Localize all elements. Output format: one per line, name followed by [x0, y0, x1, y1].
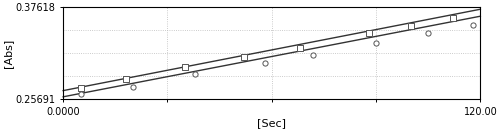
Point — [128, 86, 136, 88]
Point — [310, 54, 318, 56]
Point — [261, 62, 269, 64]
Y-axis label: [Abs]: [Abs] — [3, 38, 13, 68]
Point — [296, 47, 304, 49]
Point — [192, 73, 200, 75]
Point — [372, 42, 380, 44]
Point — [448, 17, 456, 19]
Point — [240, 55, 248, 58]
Point — [365, 32, 373, 34]
Point — [407, 24, 415, 27]
Point — [122, 78, 130, 80]
Point — [424, 32, 432, 34]
Point — [470, 24, 478, 26]
X-axis label: [Sec]: [Sec] — [258, 118, 286, 128]
Point — [76, 87, 84, 89]
Point — [181, 66, 189, 68]
Point — [76, 93, 84, 95]
